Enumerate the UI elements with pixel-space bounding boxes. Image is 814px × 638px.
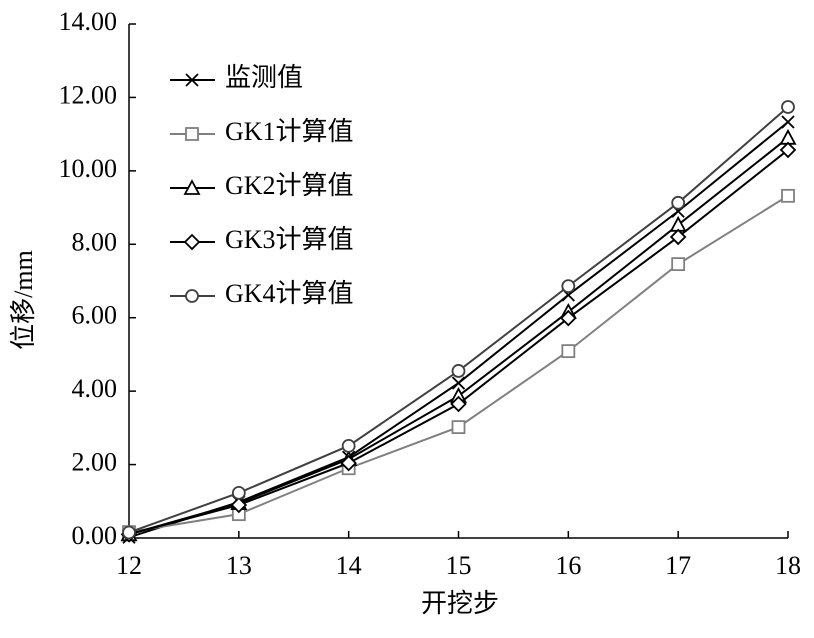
y-tick-label: 14.00 [59, 7, 118, 36]
legend-label: GK4计算值 [225, 279, 354, 308]
legend-marker [185, 289, 199, 303]
x-tick-label: 18 [775, 551, 801, 580]
y-tick-label: 8.00 [72, 227, 118, 256]
marker [341, 438, 356, 453]
marker [561, 344, 576, 359]
y-tick-label: 2.00 [72, 448, 118, 477]
legend-marker [185, 127, 199, 141]
x-tick-label: 14 [336, 551, 362, 580]
legend-marker [183, 233, 201, 251]
marker [781, 188, 795, 203]
marker [451, 420, 466, 435]
marker [451, 364, 466, 378]
series-line [128, 149, 789, 536]
marker [671, 195, 686, 210]
legend-label: GK2计算值 [225, 171, 354, 200]
marker [340, 454, 357, 472]
marker [779, 141, 797, 159]
y-tick-label: 0.00 [72, 521, 118, 550]
y-tick-label: 6.00 [72, 301, 118, 330]
marker [230, 496, 248, 514]
x-tick-label: 17 [665, 551, 691, 580]
marker [450, 395, 467, 413]
marker [560, 309, 577, 327]
marker [669, 228, 687, 246]
marker [781, 100, 795, 114]
x-axis-label: 开挖步 [421, 589, 499, 618]
x-tick-label: 12 [116, 551, 142, 580]
x-tick-label: 16 [555, 551, 581, 580]
marker [231, 485, 246, 500]
legend-label: 监测值 [225, 63, 303, 92]
marker [451, 376, 466, 390]
marker [671, 257, 686, 272]
legend-label: GK3计算值 [225, 225, 354, 254]
x-tick-label: 15 [446, 551, 472, 580]
legend-marker [183, 179, 201, 195]
legend-marker [185, 73, 199, 87]
marker [781, 115, 795, 129]
y-tick-label: 12.00 [59, 80, 118, 109]
y-tick-label: 4.00 [72, 374, 118, 403]
marker [561, 279, 576, 294]
y-axis-label: 位移/mm [9, 250, 38, 350]
marker [122, 525, 136, 540]
x-tick-label: 13 [226, 551, 252, 580]
legend-label: GK1计算值 [225, 117, 354, 146]
y-tick-label: 10.00 [59, 154, 118, 183]
